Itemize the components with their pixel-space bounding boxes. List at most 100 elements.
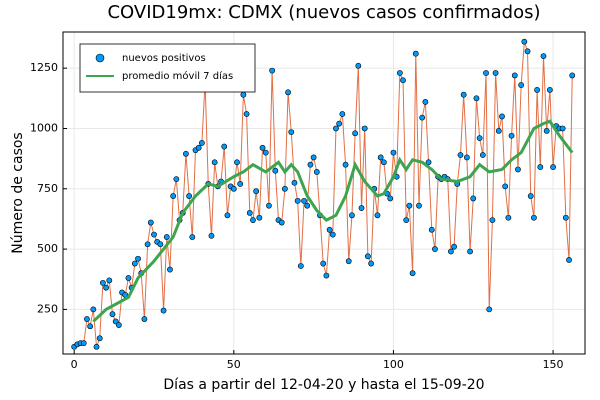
x-axis-label: Días a partir del 12-04-20 y hasta el 15… (163, 377, 484, 393)
data-point (329, 231, 336, 238)
data-point (173, 176, 180, 183)
data-point (380, 159, 387, 166)
data-point (562, 214, 569, 221)
y-tick-label: 500 (37, 242, 58, 255)
data-point (313, 168, 320, 175)
data-point (253, 188, 260, 195)
data-point (499, 113, 505, 120)
data-point (208, 232, 215, 239)
data-point (96, 335, 103, 342)
data-point (336, 120, 343, 127)
data-point (339, 111, 346, 117)
data-point (167, 266, 173, 273)
data-point (333, 125, 339, 132)
data-point (269, 67, 276, 74)
data-point (467, 248, 473, 255)
data-point (457, 152, 464, 158)
data-point (409, 270, 416, 277)
data-point (550, 164, 556, 170)
data-point (425, 159, 432, 166)
data-point (297, 263, 304, 269)
data-point (527, 193, 534, 199)
data-point (345, 258, 352, 265)
data-point (141, 316, 148, 322)
data-point (377, 154, 384, 161)
data-point (473, 95, 480, 102)
data-point (224, 212, 231, 219)
data-point (364, 253, 371, 260)
data-point (288, 129, 295, 135)
data-point (183, 150, 189, 157)
data-point (502, 183, 509, 190)
data-point (352, 130, 359, 137)
data-point (495, 127, 502, 134)
data-point (304, 202, 311, 209)
data-point (294, 197, 301, 204)
data-point (349, 212, 355, 219)
x-tick-label: 100 (383, 358, 404, 371)
data-point (84, 316, 90, 322)
data-point (387, 195, 394, 202)
data-point (505, 214, 512, 221)
data-point (422, 99, 429, 105)
data-point (489, 217, 496, 224)
data-point (546, 86, 553, 93)
x-tick-label: 150 (543, 358, 564, 371)
data-point (451, 243, 458, 250)
data-point (131, 260, 138, 267)
data-point (125, 275, 132, 281)
y-tick-label: 750 (37, 182, 58, 195)
legend-box (79, 43, 256, 93)
data-point (109, 311, 116, 318)
data-point (524, 48, 531, 55)
y-axis-label: Número de casos (10, 132, 26, 253)
data-point (320, 260, 327, 267)
data-point (400, 77, 406, 84)
data-point (483, 70, 489, 76)
data-point (463, 154, 470, 161)
data-point (479, 152, 486, 158)
series-line (92, 119, 574, 323)
data-point (198, 140, 205, 146)
data-point (230, 185, 237, 192)
data-point (470, 195, 477, 202)
legend-label: nuevos positivos (122, 53, 206, 64)
data-point (170, 193, 177, 199)
data-point (368, 260, 374, 267)
data-point (211, 159, 218, 166)
data-point (416, 202, 422, 209)
data-point (390, 149, 397, 156)
data-point (301, 197, 307, 204)
data-point (537, 164, 544, 170)
data-point (106, 277, 113, 284)
data-point (355, 62, 362, 69)
data-point (540, 53, 547, 60)
data-point (307, 161, 314, 168)
data-point (534, 86, 541, 93)
data-point (195, 144, 202, 151)
data-point (281, 185, 288, 192)
data-point (323, 272, 330, 279)
y-tick-label: 1250 (30, 61, 58, 74)
data-point (428, 226, 435, 233)
data-point (93, 343, 100, 350)
data-point (103, 284, 110, 291)
data-point (278, 219, 285, 226)
data-point (256, 214, 263, 221)
data-point (163, 234, 170, 240)
data-point (90, 306, 97, 313)
data-point (403, 217, 410, 224)
data-point (237, 181, 244, 187)
data-point (100, 279, 106, 286)
data-point (221, 143, 228, 150)
data-point (243, 111, 250, 117)
legend-label: promedio móvil 7 días (122, 70, 233, 82)
data-point (511, 72, 518, 79)
data-point (234, 159, 240, 166)
data-point (250, 217, 256, 224)
data-point (569, 72, 576, 79)
data-point (272, 167, 279, 174)
y-tick-label: 1000 (30, 121, 58, 134)
data-point (186, 193, 193, 199)
data-point (135, 255, 141, 262)
